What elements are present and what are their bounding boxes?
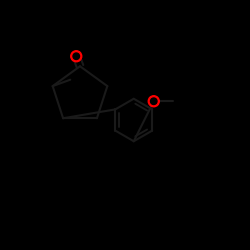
Circle shape [150,98,157,104]
Circle shape [71,51,82,62]
Circle shape [148,96,159,107]
Circle shape [73,53,80,60]
